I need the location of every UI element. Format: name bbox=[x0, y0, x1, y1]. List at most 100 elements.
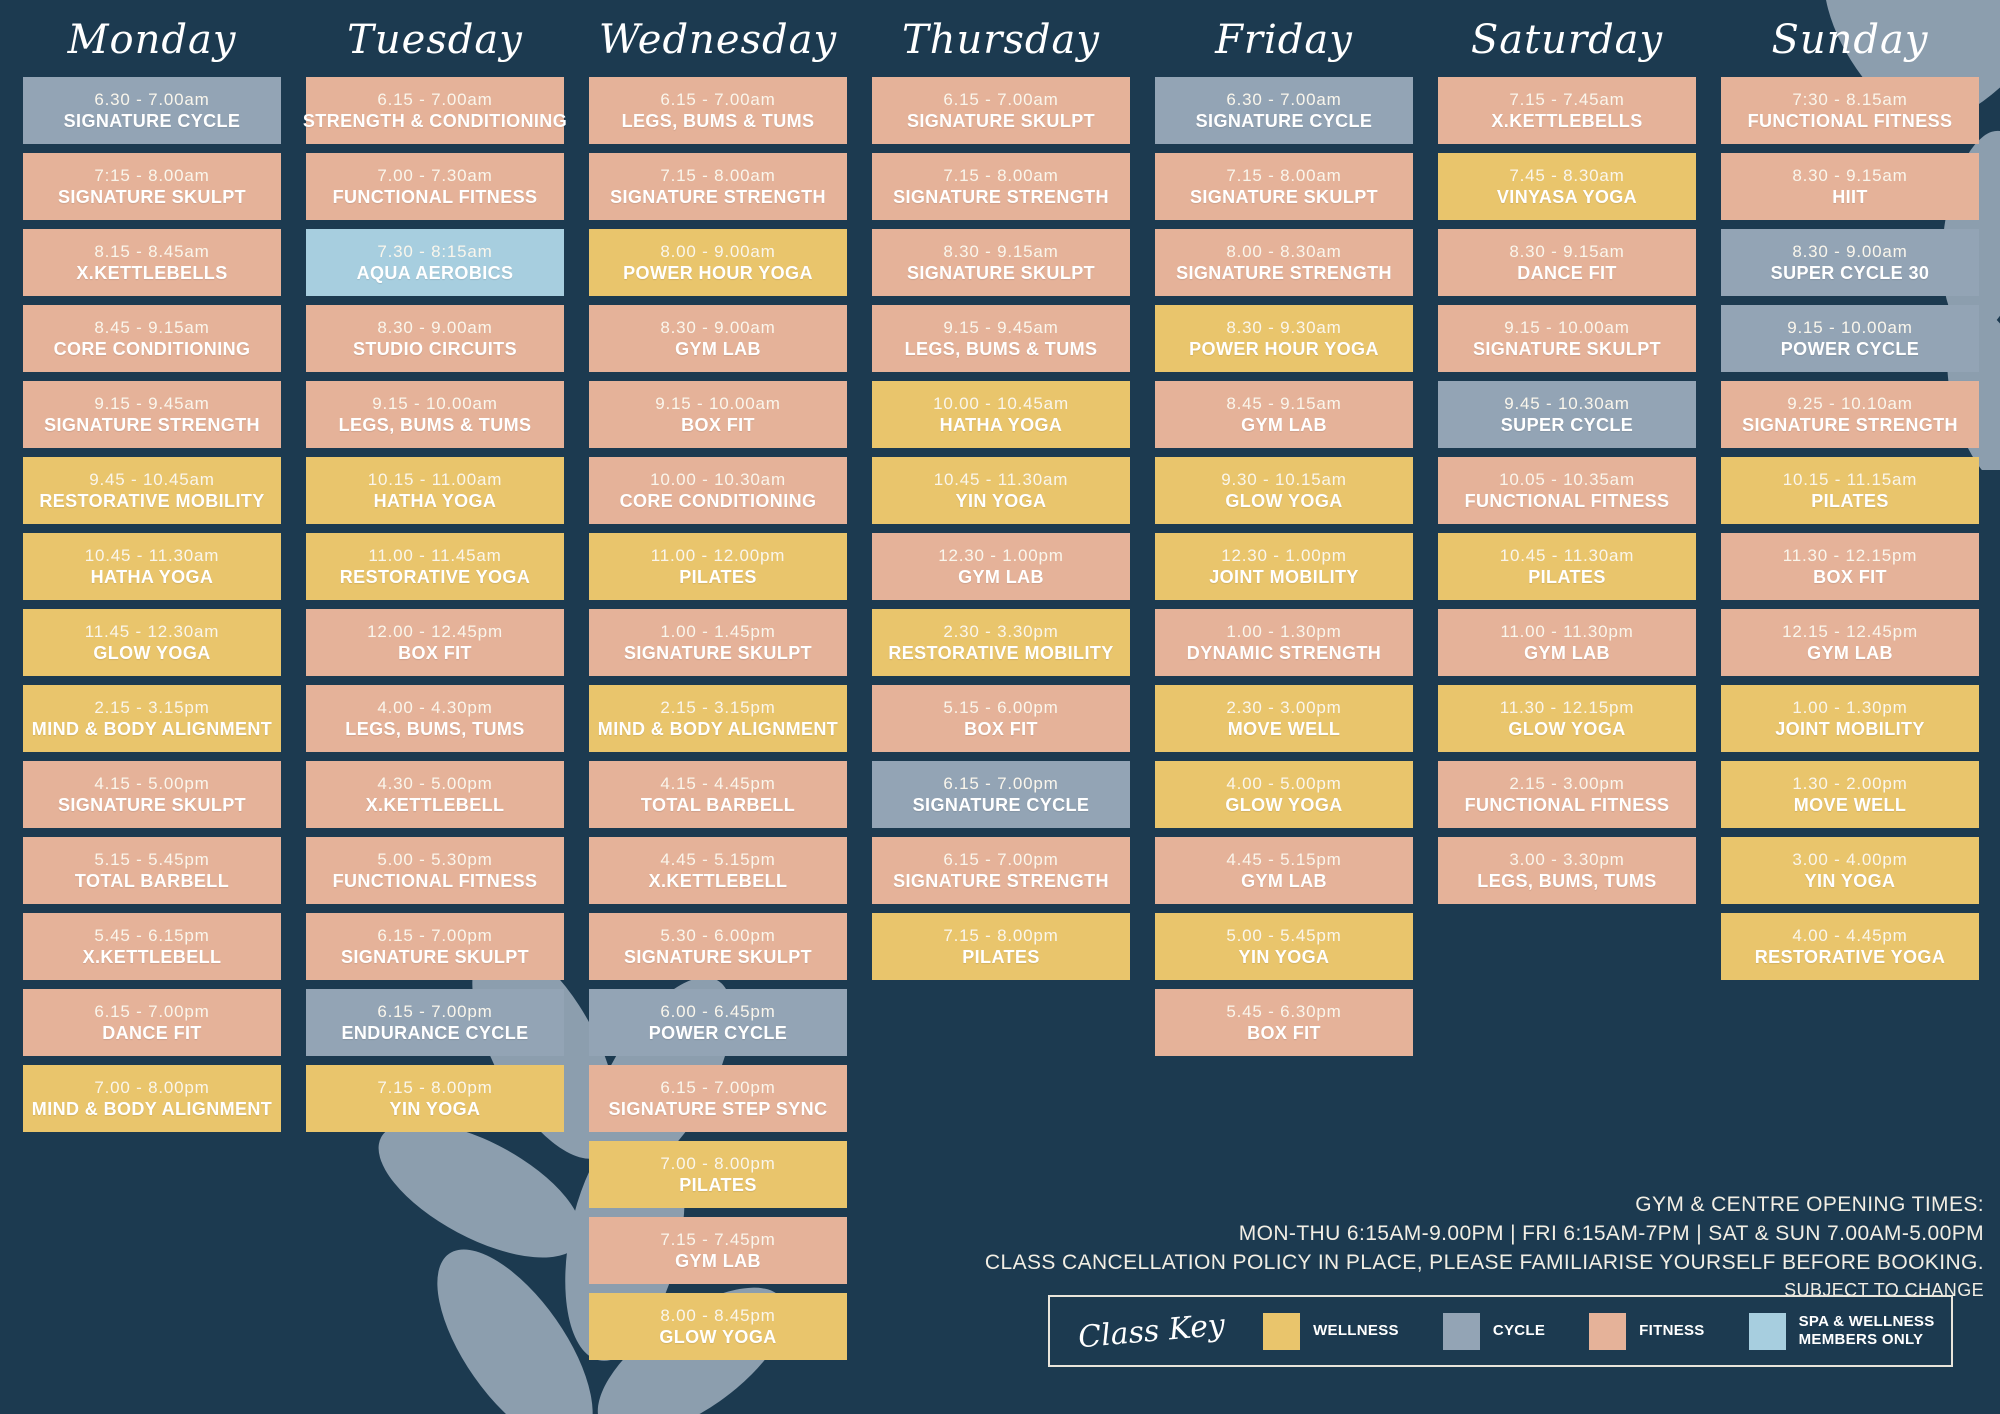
day-classes: 7:30 - 8.15am FUNCTIONAL FITNESS 8.30 - … bbox=[1721, 77, 1979, 980]
class-name: SIGNATURE CYCLE bbox=[1195, 110, 1373, 131]
class-block-wellness: 7.00 - 8.00pm PILATES bbox=[589, 1141, 847, 1208]
class-time: 1.00 - 1.45pm bbox=[660, 621, 776, 641]
class-name: CORE CONDITIONING bbox=[619, 490, 817, 511]
legend-swatch-spa bbox=[1748, 1312, 1786, 1350]
class-time: 5.00 - 5.30pm bbox=[377, 849, 493, 869]
class-name: GYM LAB bbox=[675, 1250, 761, 1271]
class-block-wellness: 7.15 - 8.00pm PILATES bbox=[872, 913, 1130, 980]
class-name: PILATES bbox=[1528, 566, 1606, 587]
class-block-fitness: 6.15 - 7.00am STRENGTH & CONDITIONING bbox=[303, 77, 567, 144]
class-block-fitness: 5.45 - 6.15pm X.KETTLEBELL bbox=[23, 913, 281, 980]
class-name: GYM LAB bbox=[675, 338, 761, 359]
class-block-wellness: 1.00 - 1.30pm JOINT MOBILITY bbox=[1721, 685, 1979, 752]
day-header: Sunday bbox=[1771, 17, 1929, 63]
day-header: Friday bbox=[1215, 17, 1353, 63]
day-classes: 6.30 - 7.00am SIGNATURE CYCLE 7.15 - 8.0… bbox=[1155, 77, 1413, 1056]
day-column-thursday: Thursday 6.15 - 7.00am SIGNATURE SKULPT … bbox=[872, 12, 1130, 980]
class-time: 7.45 - 8.30am bbox=[1509, 165, 1625, 185]
class-block-fitness: 4.45 - 5.15pm GYM LAB bbox=[1155, 837, 1413, 904]
class-time: 2.15 - 3.00pm bbox=[1509, 773, 1625, 793]
class-name: PILATES bbox=[679, 1174, 757, 1195]
class-block-cycle: 6.00 - 6.45pm POWER CYCLE bbox=[589, 989, 847, 1056]
class-time: 10.00 - 10.45am bbox=[933, 393, 1069, 413]
class-time: 1.30 - 2.00pm bbox=[1792, 773, 1908, 793]
class-block-wellness: 4.00 - 4.45pm RESTORATIVE YOGA bbox=[1721, 913, 1979, 980]
class-block-fitness: 5.00 - 5.30pm FUNCTIONAL FITNESS bbox=[306, 837, 564, 904]
class-block-wellness: 8.00 - 9.00am POWER HOUR YOGA bbox=[589, 229, 847, 296]
class-time: 6.15 - 7.00pm bbox=[660, 1077, 776, 1097]
class-time: 6.15 - 7.00am bbox=[660, 89, 776, 109]
class-time: 2.15 - 3.15pm bbox=[660, 697, 776, 717]
class-name: POWER CYCLE bbox=[648, 1022, 788, 1043]
class-name: GYM LAB bbox=[1807, 642, 1893, 663]
class-name: SIGNATURE STRENGTH bbox=[44, 414, 260, 435]
cancellation-policy-note: CLASS CANCELLATION POLICY IN PLACE, PLEA… bbox=[984, 1251, 1984, 1274]
class-block-fitness: 7.15 - 8.00am SIGNATURE STRENGTH bbox=[589, 153, 847, 220]
class-name: FUNCTIONAL FITNESS bbox=[1747, 110, 1953, 131]
class-block-fitness: 5.15 - 5.45pm TOTAL BARBELL bbox=[23, 837, 281, 904]
day-column-friday: Friday 6.30 - 7.00am SIGNATURE CYCLE 7.1… bbox=[1155, 12, 1413, 1056]
class-time: 7.15 - 8.00pm bbox=[377, 1077, 493, 1097]
class-block-fitness: 6.15 - 7.00pm SIGNATURE STEP SYNC bbox=[589, 1065, 847, 1132]
class-name: BOX FIT bbox=[681, 414, 755, 435]
class-name: FUNCTIONAL FITNESS bbox=[332, 186, 538, 207]
day-column-monday: Monday 6.30 - 7.00am SIGNATURE CYCLE 7:1… bbox=[23, 12, 281, 1132]
class-block-fitness: 2.15 - 3.00pm FUNCTIONAL FITNESS bbox=[1438, 761, 1696, 828]
class-time: 7.30 - 8:15am bbox=[377, 241, 493, 261]
class-time: 7.00 - 8.00pm bbox=[660, 1153, 776, 1173]
class-time: 10.45 - 11.30am bbox=[1499, 545, 1635, 565]
class-time: 8.30 - 9.00am bbox=[1792, 241, 1908, 261]
class-block-fitness: 6.15 - 7.00am LEGS, BUMS & TUMS bbox=[589, 77, 847, 144]
class-time: 2.15 - 3.15pm bbox=[94, 697, 210, 717]
class-block-fitness: 6.15 - 7.00pm SIGNATURE STRENGTH bbox=[872, 837, 1130, 904]
class-block-wellness: 8.30 - 9.30am POWER HOUR YOGA bbox=[1155, 305, 1413, 372]
class-time: 6.15 - 7.00pm bbox=[377, 925, 493, 945]
class-time: 6.15 - 7.00pm bbox=[377, 1001, 493, 1021]
class-key-title: Class Key bbox=[1076, 1307, 1227, 1355]
class-time: 7.00 - 8.00pm bbox=[94, 1077, 210, 1097]
legend-swatch-cycle bbox=[1442, 1312, 1480, 1350]
class-time: 6.15 - 7.00pm bbox=[943, 773, 1059, 793]
class-time: 6.15 - 7.00am bbox=[943, 89, 1059, 109]
class-block-wellness: 5.00 - 5.45pm YIN YOGA bbox=[1155, 913, 1413, 980]
class-block-fitness: 4.45 - 5.15pm X.KETTLEBELL bbox=[589, 837, 847, 904]
class-time: 7.15 - 8.00am bbox=[943, 165, 1059, 185]
class-block-fitness: 7.00 - 7.30am FUNCTIONAL FITNESS bbox=[306, 153, 564, 220]
class-name: DYNAMIC STRENGTH bbox=[1186, 642, 1382, 663]
class-block-fitness: 4.15 - 4.45pm TOTAL BARBELL bbox=[589, 761, 847, 828]
class-block-wellness: 1.30 - 2.00pm MOVE WELL bbox=[1721, 761, 1979, 828]
class-block-cycle: 9.15 - 10.00am POWER CYCLE bbox=[1721, 305, 1979, 372]
class-name: GYM LAB bbox=[1524, 642, 1610, 663]
class-name: JOINT MOBILITY bbox=[1775, 718, 1925, 739]
class-time: 4.15 - 5.00pm bbox=[94, 773, 210, 793]
class-name: PILATES bbox=[679, 566, 757, 587]
class-block-fitness: 8.45 - 9.15am GYM LAB bbox=[1155, 381, 1413, 448]
class-block-fitness: 9.15 - 9.45am LEGS, BUMS & TUMS bbox=[872, 305, 1130, 372]
class-name: SIGNATURE STRENGTH bbox=[1742, 414, 1958, 435]
legend-label: WELLNESS bbox=[1313, 1322, 1399, 1339]
legend-item: FITNESS bbox=[1589, 1312, 1704, 1350]
class-block-spa: 7.30 - 8:15am AQUA AEROBICS bbox=[306, 229, 564, 296]
class-name: AQUA AEROBICS bbox=[356, 262, 514, 283]
class-name: FUNCTIONAL FITNESS bbox=[1464, 490, 1670, 511]
day-column-tuesday: Tuesday 6.15 - 7.00am STRENGTH & CONDITI… bbox=[303, 12, 567, 1132]
class-time: 8.30 - 9.30am bbox=[1226, 317, 1342, 337]
class-time: 5.45 - 6.30pm bbox=[1226, 1001, 1342, 1021]
class-block-fitness: 5.15 - 6.00pm BOX FIT bbox=[872, 685, 1130, 752]
class-name: SIGNATURE SKULPT bbox=[1189, 186, 1379, 207]
class-block-wellness: 11.00 - 12.00pm PILATES bbox=[589, 533, 847, 600]
class-name: STUDIO CIRCUITS bbox=[352, 338, 517, 359]
day-header: Tuesday bbox=[347, 17, 523, 63]
class-time: 8.30 - 9.15am bbox=[943, 241, 1059, 261]
class-name: X.KETTLEBELL bbox=[648, 870, 788, 891]
class-block-cycle: 9.45 - 10.30am SUPER CYCLE bbox=[1438, 381, 1696, 448]
class-block-fitness: 1.00 - 1.45pm SIGNATURE SKULPT bbox=[589, 609, 847, 676]
class-time: 11.00 - 11.30pm bbox=[1500, 621, 1634, 641]
class-name: CORE CONDITIONING bbox=[53, 338, 251, 359]
class-block-fitness: 5.30 - 6.00pm SIGNATURE SKULPT bbox=[589, 913, 847, 980]
class-name: MOVE WELL bbox=[1793, 794, 1907, 815]
class-time: 9.45 - 10.30am bbox=[1504, 393, 1630, 413]
class-name: SIGNATURE STRENGTH bbox=[893, 870, 1109, 891]
class-block-fitness: 12.00 - 12.45pm BOX FIT bbox=[306, 609, 564, 676]
class-name: BOX FIT bbox=[398, 642, 472, 663]
